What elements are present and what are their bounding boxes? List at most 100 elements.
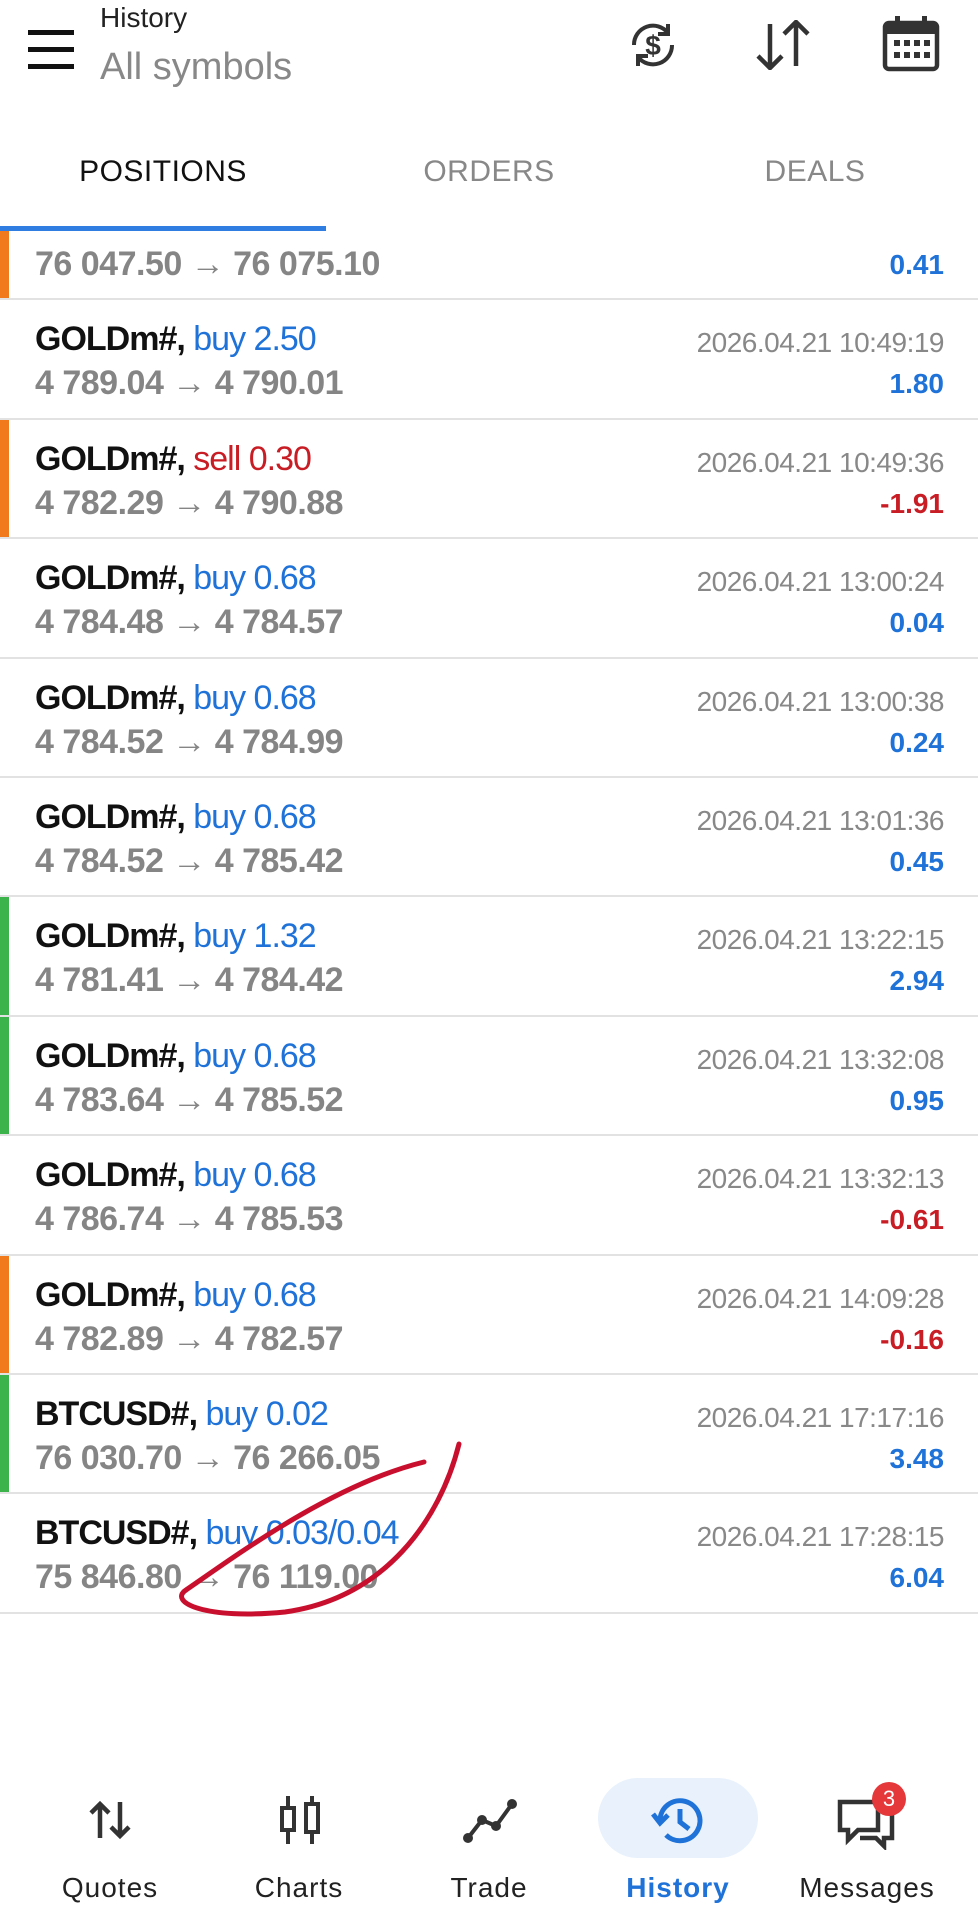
symbol: GOLDm#, xyxy=(35,678,186,717)
deal-line: GOLDm#, buy 0.68 xyxy=(35,1275,317,1315)
profit: 0.04 xyxy=(889,607,945,639)
tab[interactable]: ORDERS xyxy=(423,155,555,188)
time: 2026.04.21 10:49:36 xyxy=(696,446,945,478)
profit: -0.16 xyxy=(880,1323,944,1355)
side: buy 0.68 xyxy=(193,678,316,717)
result-marker xyxy=(0,1016,9,1135)
badge: 3 xyxy=(872,1782,906,1816)
subtitle[interactable]: All symbols xyxy=(100,46,293,88)
tab[interactable]: DEALS xyxy=(764,155,866,188)
nav-label: Charts xyxy=(254,1872,344,1903)
prices: 76 047.50 → 76 075.10 xyxy=(35,245,380,283)
deal-line: BTCUSD#, buy 0.03/0.04 xyxy=(35,1514,400,1553)
profit: 3.48 xyxy=(889,1443,945,1474)
deal-line: GOLDm#, buy 1.32 xyxy=(35,917,317,956)
side: sell 0.30 xyxy=(193,439,312,478)
side: buy 0.68 xyxy=(193,559,316,598)
position-row[interactable]: GOLDm#, sell 0.30 2026.04.21 10:49:36 4 78… xyxy=(0,419,978,540)
deal-line: GOLDm#, sell 0.30 xyxy=(35,439,312,479)
header: History All symbols $ POSITIONS ORDERS D… xyxy=(0,0,978,231)
nav-label: Trade xyxy=(450,1872,528,1903)
time: 2026.04.21 13:22:15 xyxy=(696,924,945,956)
nav-messages[interactable]: 3 Messages xyxy=(772,1768,962,1908)
position-row[interactable]: GOLDm#, buy 0.68 2026.04.21 13:00:38 4 784… xyxy=(0,659,978,778)
deal-line: GOLDm#, buy 0.68 xyxy=(35,1036,317,1076)
nav-quotes[interactable]: Quotes xyxy=(15,1768,205,1908)
prices: 4 784.52 → 4 784.99 xyxy=(35,722,344,761)
profit: 2.94 xyxy=(889,965,945,997)
time: 2026.04.21 13:32:08 xyxy=(696,1043,945,1075)
side: buy 0.68 xyxy=(193,1156,316,1195)
prices: 4 784.48 → 4 784.57 xyxy=(35,603,344,642)
position-row[interactable]: GOLDm#, buy 0.68 2026.04.21 14:09:28 4 782… xyxy=(0,1255,978,1375)
quotes-icon xyxy=(89,1800,131,1840)
position-row[interactable]: 76 047.50 → 76 075.10 0.41 xyxy=(0,181,978,301)
menu-button[interactable] xyxy=(28,30,74,70)
position-row[interactable]: GOLDm#, buy 0.68 2026.04.21 13:32:08 4 783… xyxy=(0,1016,978,1137)
prices: 4 786.74 → 4 785.53 xyxy=(35,1200,344,1239)
svg-text:$: $ xyxy=(645,30,661,61)
position-row[interactable]: GOLDm#, buy 2.50 2026.04.21 10:49:19 4 789… xyxy=(0,300,978,420)
side: buy 0.68 xyxy=(193,1036,316,1075)
prices: 4 789.04 → 4 790.01 xyxy=(35,364,344,403)
symbol: GOLDm#, xyxy=(35,320,186,359)
nav-label: Quotes xyxy=(61,1872,159,1903)
profit: 0.95 xyxy=(889,1084,945,1116)
time: 2026.04.21 17:17:16 xyxy=(696,1402,945,1433)
time: 2026.04.21 13:32:13 xyxy=(696,1163,945,1195)
symbol: GOLDm#, xyxy=(35,559,186,598)
position-row[interactable]: BTCUSD#, buy 0.03/0.04 2026.04.21 17:28:1… xyxy=(0,1494,978,1614)
prices: 4 783.64 → 4 785.52 xyxy=(35,1080,344,1119)
time: 2026.04.21 17:28:15 xyxy=(696,1521,945,1553)
position-row[interactable]: BTCUSD#, buy 0.02 2026.04.21 17:17:16 76 0… xyxy=(0,1375,978,1495)
tab-indicator xyxy=(0,226,326,231)
nav-history[interactable]: History xyxy=(583,1768,773,1908)
position-row[interactable]: GOLDm#, buy 0.68 2026.04.21 13:01:36 4 784… xyxy=(0,778,978,898)
profit: 1.80 xyxy=(889,368,945,400)
time: 2026.04.21 14:09:28 xyxy=(696,1282,945,1314)
deal-line: BTCUSD#, buy 0.02 xyxy=(35,1395,329,1434)
result-marker xyxy=(0,1255,9,1373)
deal-line: GOLDm#, buy 0.68 xyxy=(35,798,317,837)
charts-icon xyxy=(280,1796,320,1844)
nav-label: History xyxy=(626,1872,730,1903)
side: buy 0.68 xyxy=(193,798,316,836)
currency-button[interactable]: $ xyxy=(626,18,680,72)
position-row[interactable]: GOLDm#, buy 1.32 2026.04.21 13:22:15 4 781… xyxy=(0,897,978,1017)
side: buy 0.68 xyxy=(193,1275,316,1314)
symbol: BTCUSD#, xyxy=(35,1395,198,1433)
calendar-button[interactable] xyxy=(882,14,940,72)
prices: 4 781.41 → 4 784.42 xyxy=(35,961,344,1000)
symbol: GOLDm#, xyxy=(35,439,186,478)
profit: 6.04 xyxy=(889,1562,945,1594)
side: buy 2.50 xyxy=(193,320,316,359)
profit: 0.45 xyxy=(889,846,945,877)
symbol: GOLDm#, xyxy=(35,917,186,956)
result-marker xyxy=(0,897,9,1015)
nav-trade[interactable]: Trade xyxy=(394,1768,584,1908)
result-marker xyxy=(0,419,9,538)
time: 2026.04.21 13:01:36 xyxy=(696,805,945,836)
symbol: GOLDm#, xyxy=(35,1036,186,1075)
prices: 4 782.29 → 4 790.88 xyxy=(35,483,344,522)
profit: 0.24 xyxy=(889,726,945,758)
time: 2026.04.21 13:00:38 xyxy=(696,685,945,717)
time: 2026.04.21 10:49:19 xyxy=(696,327,945,359)
deal-line: GOLDm#, buy 0.68 xyxy=(35,559,317,598)
time: 2026.04.21 13:00:24 xyxy=(696,566,945,598)
prices: 76 030.70 → 76 266.05 xyxy=(35,1439,380,1477)
nav-charts[interactable]: Charts xyxy=(204,1768,394,1908)
side: buy 0.02 xyxy=(205,1395,328,1433)
sort-button[interactable] xyxy=(756,20,812,70)
position-row[interactable]: GOLDm#, buy 0.68 2026.04.21 13:32:13 4 786… xyxy=(0,1136,978,1256)
profit: 0.41 xyxy=(889,249,945,280)
position-row[interactable]: GOLDm#, buy 0.68 2026.04.21 13:00:24 4 784… xyxy=(0,539,978,659)
result-marker xyxy=(0,1375,9,1493)
tab[interactable]: POSITIONS xyxy=(79,155,247,188)
side: buy 0.03/0.04 xyxy=(205,1514,399,1553)
title: History xyxy=(100,2,188,33)
prices: 75 846.80 → 76 119.00 xyxy=(35,1558,379,1597)
prices: 4 784.52 → 4 785.42 xyxy=(35,842,344,880)
symbol: GOLDm#, xyxy=(35,1156,186,1195)
